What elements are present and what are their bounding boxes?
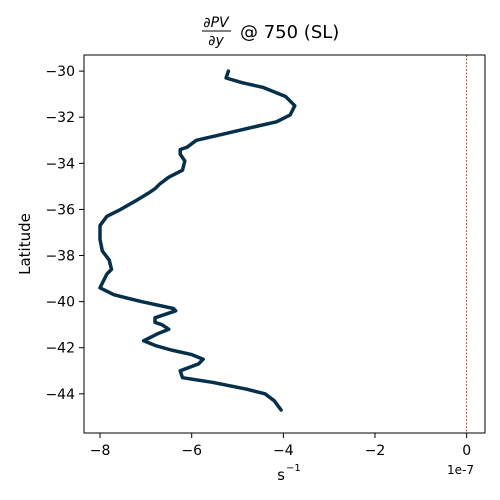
y-axis-label: Latitude — [16, 213, 34, 275]
y-tick-label: −32 — [45, 110, 75, 126]
x-tick-label: −2 — [365, 443, 386, 459]
y-tick-label: −36 — [45, 202, 75, 218]
x-axis-label-base: s — [277, 466, 285, 484]
y-tick-label: −42 — [45, 341, 75, 357]
x-tick-label: 0 — [462, 443, 471, 459]
plot-frame — [83, 54, 486, 434]
y-tick-label: −40 — [45, 295, 75, 311]
title-text: @ 750 (SL) — [240, 22, 339, 43]
y-tick-label: −44 — [45, 387, 75, 403]
x-axis-label-exponent: −1 — [286, 463, 301, 474]
x-tick-label: −6 — [181, 443, 202, 459]
title-fraction-numerator: ∂PV — [203, 15, 230, 31]
axis-offset-text: 1e-7 — [447, 463, 474, 477]
series-line-0 — [98, 69, 297, 412]
x-tick-label: −4 — [273, 443, 294, 459]
y-tick-label: −34 — [45, 156, 75, 172]
title: ∂PV ∂y @ 750 (SL) — [202, 15, 339, 49]
y-tick-label: −38 — [45, 249, 75, 265]
y-tick-label: −30 — [45, 64, 75, 80]
x-tick-label: −8 — [90, 443, 111, 459]
title-fraction-denominator: ∂y — [208, 33, 224, 49]
